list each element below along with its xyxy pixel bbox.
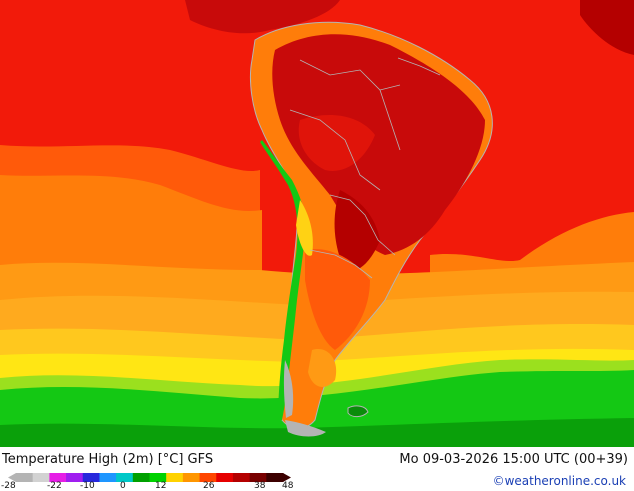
legend-swatch — [216, 473, 234, 482]
legend-swatch — [116, 473, 134, 482]
patagonia-warm — [308, 349, 337, 387]
border-line — [397, 57, 441, 76]
legend-arrow-high — [283, 473, 291, 482]
central-america-land — [185, 0, 340, 34]
andes-snow — [283, 360, 294, 418]
hot-core-brazil — [272, 34, 485, 256]
legend-swatch — [82, 473, 100, 482]
andes-green — [260, 140, 306, 420]
bolivia-plateau — [298, 115, 375, 171]
legend-tick: -22 — [47, 481, 62, 491]
legend-tick: 26 — [203, 481, 215, 491]
temperature-map[interactable] — [0, 0, 634, 447]
map-canvas — [0, 0, 634, 447]
map-title: Temperature High (2m) [°C] GFS — [2, 452, 214, 467]
border-line — [379, 89, 401, 151]
legend-tick: -28 — [1, 481, 16, 491]
legend-ticks: -28 -22 -10 0 12 26 38 48 — [0, 481, 320, 491]
legend-swatch — [249, 473, 267, 482]
legend-swatch — [32, 473, 50, 482]
legend-swatch — [16, 473, 34, 482]
tierra-del-fuego — [285, 420, 326, 437]
legend-swatch — [232, 473, 251, 482]
legend-arrow-low — [8, 473, 16, 482]
legend-tick: 12 — [155, 481, 167, 491]
legend-swatch — [66, 473, 84, 482]
legend-tick: -10 — [80, 481, 95, 491]
valid-time: Mo 09-03-2026 15:00 UTC (00+39) — [399, 452, 628, 467]
legend-swatch — [166, 473, 184, 482]
argentina-warm — [305, 249, 370, 350]
border-line — [309, 249, 373, 279]
country-borders — [289, 57, 441, 279]
legend-swatch — [266, 473, 284, 482]
legend-colorbar — [8, 473, 291, 482]
legend-tick: 38 — [254, 481, 266, 491]
africa-land — [580, 0, 634, 55]
legend-swatch — [182, 473, 201, 482]
legend-swatch — [132, 473, 150, 482]
legend-tick: 48 — [282, 481, 294, 491]
legend-swatch — [199, 473, 217, 482]
border-line — [329, 194, 396, 256]
legend-tick: 0 — [120, 481, 126, 491]
border-line — [299, 59, 401, 91]
andes-yellow — [296, 200, 313, 256]
hot-core-chaco — [334, 190, 380, 272]
map-footer: Temperature High (2m) [°C] GFS Mo 09-03-… — [0, 447, 634, 491]
legend-swatch — [149, 473, 167, 482]
border-line — [289, 109, 381, 191]
credit-link[interactable]: ©weatheronline.co.uk — [492, 474, 626, 488]
falklands — [347, 405, 369, 418]
legend-swatch — [99, 473, 117, 482]
legend-swatch — [49, 473, 67, 482]
